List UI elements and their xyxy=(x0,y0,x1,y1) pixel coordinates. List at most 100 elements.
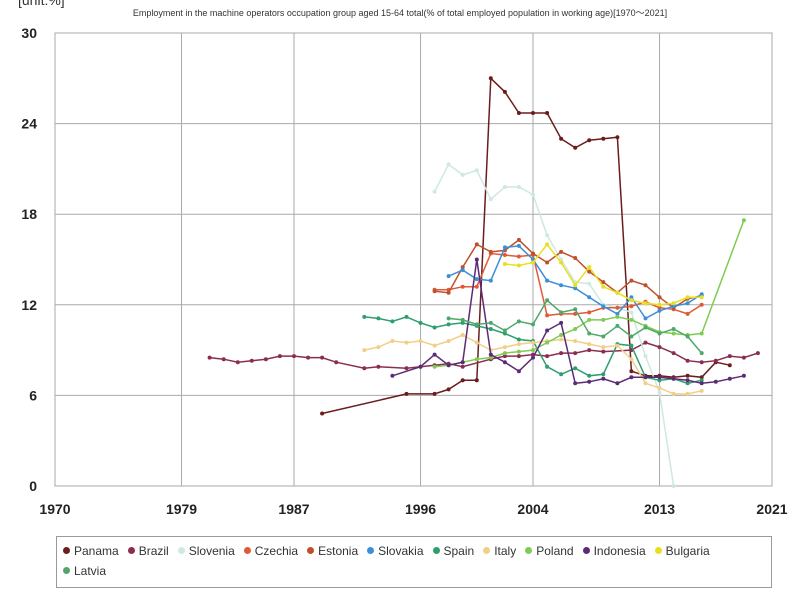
axes: 0 6 12 18 24 30 1970 1979 1987 1996 2004 2013 2021 xyxy=(21,25,787,517)
legend-item-brazil[interactable]: Brazil xyxy=(127,541,169,561)
data-point xyxy=(516,254,521,259)
data-point xyxy=(446,290,451,295)
data-point xyxy=(559,320,564,325)
data-point xyxy=(488,352,493,357)
legend-label: Italy xyxy=(494,544,517,558)
data-point xyxy=(699,360,704,365)
legend-item-spain[interactable]: Spain xyxy=(432,541,475,561)
series-italy xyxy=(362,333,704,396)
legend-item-estonia[interactable]: Estonia xyxy=(307,541,358,561)
legend-item-slovakia[interactable]: Slovakia xyxy=(367,541,424,561)
data-point xyxy=(713,358,718,363)
data-point xyxy=(474,277,479,282)
legend-item-italy[interactable]: Italy xyxy=(483,541,516,561)
data-point xyxy=(699,378,704,383)
data-point xyxy=(601,372,606,377)
legend-swatch xyxy=(525,547,533,555)
data-point xyxy=(488,249,493,254)
legend-label: Poland xyxy=(536,544,574,558)
data-point xyxy=(657,385,662,390)
series-latvia xyxy=(446,298,704,356)
data-point xyxy=(460,360,465,365)
data-point xyxy=(587,373,592,378)
data-point xyxy=(531,192,535,197)
line-chart: 0 6 12 18 24 30 1970 1979 1987 1996 2004 2013 2021 xyxy=(21,25,787,517)
legend-swatch xyxy=(367,547,375,555)
data-point xyxy=(657,331,662,336)
data-point xyxy=(671,327,676,331)
data-point xyxy=(460,378,465,383)
data-point xyxy=(460,284,465,289)
data-point xyxy=(376,345,381,350)
data-point xyxy=(446,274,451,279)
data-point xyxy=(516,111,521,115)
data-point xyxy=(376,316,381,321)
data-point xyxy=(207,355,212,360)
data-point xyxy=(615,381,620,386)
legend-item-slovenia[interactable]: Slovenia xyxy=(177,541,235,561)
data-point xyxy=(404,366,409,371)
data-point xyxy=(643,354,648,359)
plot-frame xyxy=(54,32,773,487)
legend-item-panama[interactable]: Panama xyxy=(63,541,119,561)
legend-item-czechia[interactable]: Czechia xyxy=(243,541,298,561)
data-point xyxy=(699,375,704,380)
data-point xyxy=(601,280,606,285)
data-point xyxy=(249,358,254,363)
data-point xyxy=(643,375,648,380)
data-point xyxy=(531,340,535,345)
data-point xyxy=(685,358,690,363)
data-point xyxy=(432,325,437,330)
data-point xyxy=(502,345,507,350)
legend-label: Estonia xyxy=(318,544,359,558)
data-point xyxy=(516,243,521,248)
data-point xyxy=(502,328,507,333)
series-brazil xyxy=(207,340,760,371)
legend-item-poland[interactable]: Poland xyxy=(525,541,574,561)
data-point xyxy=(657,302,662,307)
data-point xyxy=(629,369,634,374)
data-point xyxy=(657,308,662,313)
data-point xyxy=(559,136,564,141)
data-point xyxy=(587,281,592,286)
legend-item-indonesia[interactable]: Indonesia xyxy=(582,541,646,561)
legend-swatch xyxy=(63,547,70,555)
data-point xyxy=(545,298,550,303)
data-point xyxy=(460,317,465,322)
data-point xyxy=(727,363,732,368)
data-point xyxy=(587,138,592,143)
data-point xyxy=(755,351,760,356)
data-point xyxy=(587,310,592,315)
data-point xyxy=(502,262,507,266)
y-tick-label: 18 xyxy=(21,206,37,222)
legend-label: Indonesia xyxy=(593,544,646,558)
x-tick-label: 1987 xyxy=(278,501,309,517)
legend-swatch xyxy=(654,547,662,555)
data-point xyxy=(685,378,690,383)
data-point xyxy=(502,331,507,336)
data-point xyxy=(615,314,620,319)
data-point xyxy=(643,325,648,330)
data-point xyxy=(502,253,507,257)
data-point xyxy=(516,319,521,324)
data-point xyxy=(699,388,704,393)
legend-swatch xyxy=(63,567,70,575)
data-point xyxy=(432,343,437,348)
data-point xyxy=(573,286,578,291)
legend-item-bulgaria[interactable]: Bulgaria xyxy=(654,541,710,561)
legend-item-latvia[interactable]: Latvia xyxy=(63,561,106,581)
legend-label: Spain xyxy=(443,544,475,558)
data-point xyxy=(502,245,507,250)
data-point xyxy=(657,295,662,300)
data-point xyxy=(362,314,367,319)
x-tick-label: 1979 xyxy=(166,501,197,517)
data-point xyxy=(545,328,550,333)
legend-swatch xyxy=(432,547,440,555)
series-poland xyxy=(432,218,746,369)
data-point xyxy=(263,357,268,362)
data-point xyxy=(446,316,451,321)
data-point xyxy=(671,484,676,488)
data-point xyxy=(334,360,339,365)
data-point xyxy=(629,357,634,362)
data-point xyxy=(573,307,578,312)
